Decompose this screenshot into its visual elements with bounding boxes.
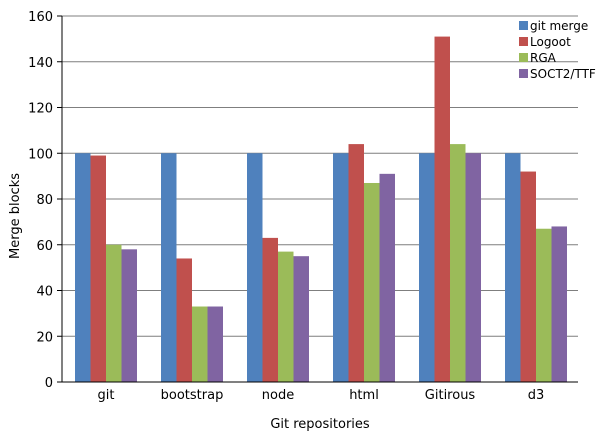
legend-swatch bbox=[519, 21, 528, 30]
bar-rga bbox=[450, 144, 466, 382]
bar-soct2-ttf bbox=[379, 173, 395, 382]
bar-git-merge bbox=[247, 153, 263, 382]
bar-rga bbox=[364, 182, 380, 382]
bar-logoot bbox=[434, 36, 450, 383]
y-tick-label: 100 bbox=[28, 147, 53, 162]
bar-rga bbox=[192, 306, 208, 382]
bar-rga bbox=[106, 244, 122, 382]
bar-logoot bbox=[348, 144, 364, 382]
bar-rga bbox=[278, 251, 294, 382]
y-tick-label: 160 bbox=[28, 10, 53, 25]
x-tick-label: node bbox=[262, 388, 294, 403]
bars bbox=[75, 36, 567, 383]
y-axis-label: Merge blocks bbox=[8, 173, 23, 259]
gridlines bbox=[62, 15, 578, 337]
x-axis-label: Git repositories bbox=[270, 417, 370, 432]
x-tick-label: git bbox=[98, 388, 115, 403]
y-tick-label: 0 bbox=[45, 376, 53, 391]
bar-soct2-ttf bbox=[465, 153, 481, 382]
legend: git merge Logoot RGA SOCT2/TTF bbox=[519, 19, 596, 81]
y-tick-labels: 0 20 40 60 80 100 120 140 160 bbox=[28, 10, 62, 391]
x-tick-label: Gitirous bbox=[425, 388, 476, 403]
bar-git-merge bbox=[419, 153, 435, 382]
y-tick-label: 140 bbox=[28, 56, 53, 71]
bar-git-merge bbox=[333, 153, 349, 382]
y-tick-label: 80 bbox=[36, 193, 53, 208]
legend-label: RGA bbox=[530, 51, 557, 65]
bar-logoot bbox=[262, 237, 278, 382]
x-tick-label: d3 bbox=[528, 388, 545, 403]
y-tick-label: 20 bbox=[36, 330, 53, 345]
bar-soct2-ttf bbox=[551, 226, 567, 382]
x-tick-label: bootstrap bbox=[161, 388, 224, 403]
legend-label: Logoot bbox=[530, 35, 571, 49]
x-tick-labels: git bootstrap node html Gitirous d3 bbox=[98, 388, 545, 403]
legend-label: SOCT2/TTF bbox=[530, 67, 596, 81]
bar-logoot bbox=[520, 171, 536, 382]
bar-soct2-ttf bbox=[293, 256, 309, 382]
y-tick-label: 60 bbox=[36, 239, 53, 254]
bar-git-merge bbox=[161, 153, 177, 382]
bar-git-merge bbox=[505, 153, 521, 382]
legend-swatch bbox=[519, 69, 528, 78]
y-tick-label: 120 bbox=[28, 102, 53, 117]
x-tick-label: html bbox=[349, 388, 379, 403]
y-tick-label: 40 bbox=[36, 285, 53, 300]
bar-soct2-ttf bbox=[207, 306, 223, 382]
bar-rga bbox=[536, 228, 552, 382]
legend-swatch bbox=[519, 53, 528, 62]
bar-logoot bbox=[176, 258, 192, 382]
bar-git-merge bbox=[75, 153, 91, 382]
legend-swatch bbox=[519, 37, 528, 46]
bar-soct2-ttf bbox=[121, 249, 137, 382]
legend-label: git merge bbox=[530, 19, 588, 33]
bar-logoot bbox=[90, 155, 106, 382]
